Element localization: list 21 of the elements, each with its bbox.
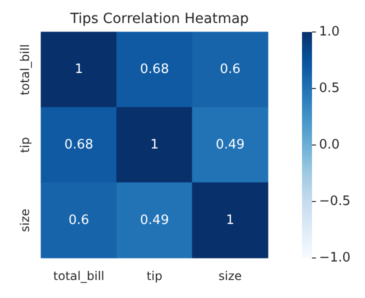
data-label: 0.49 [140,212,169,228]
y-tick-label: size [18,208,32,232]
color-bar-label: 0.0 [319,138,340,152]
color-bar-label: 1.0 [319,24,340,40]
x-tick-label: total_bill [53,269,104,283]
y-tick-label: tip [18,137,32,153]
data-label: 0.6 [68,212,90,228]
x-tick-label: size [218,269,242,283]
chart-title: Tips Correlation Heatmap [69,11,249,27]
data-label: 0.68 [140,62,169,78]
data-label: 1 [226,212,234,228]
data-label: 0.6 [220,62,241,78]
color-bar-label: 0.5 [319,81,340,96]
color-bar-label: −1.0 [319,250,351,266]
data-label: 0.68 [64,138,94,152]
data-label: 1 [150,138,159,152]
data-label: 1 [74,62,83,78]
y-tick-label: total_bill [18,44,32,96]
color-bar-label: −0.5 [319,194,351,209]
data-label: 0.49 [216,138,245,152]
x-tick-label: tip [146,269,162,283]
